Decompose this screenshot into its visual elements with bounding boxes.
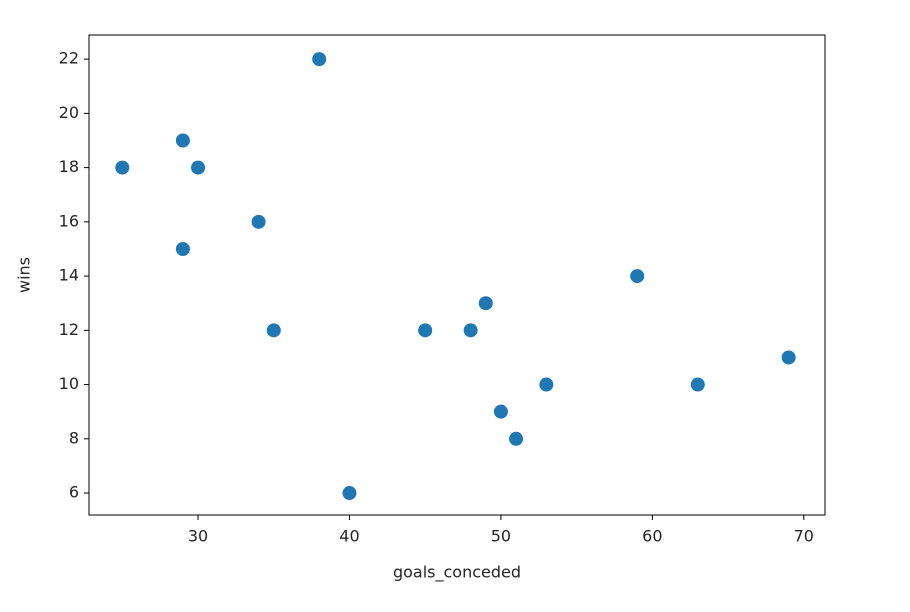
point <box>175 241 190 256</box>
x-tick-label: 70 <box>794 527 814 546</box>
point <box>493 404 508 419</box>
x-tick-label: 50 <box>491 527 511 546</box>
point <box>690 377 705 392</box>
y-tick-label: 18 <box>59 157 79 176</box>
y-tick-label: 20 <box>59 103 79 122</box>
point <box>630 269 645 284</box>
point <box>312 52 327 67</box>
x-tick-label: 60 <box>642 527 662 546</box>
point <box>781 350 796 365</box>
y-axis-label: wins <box>15 257 34 293</box>
point <box>191 160 206 175</box>
point <box>478 296 493 311</box>
x-tick-label: 30 <box>188 527 208 546</box>
point <box>342 486 357 501</box>
point <box>175 133 190 148</box>
x-axis-label: goals_conceded <box>393 563 521 583</box>
y-tick-label: 6 <box>69 483 79 502</box>
y-tick-label: 12 <box>59 320 79 339</box>
point <box>463 323 478 338</box>
point <box>266 323 281 338</box>
y-tick-label: 14 <box>59 266 79 285</box>
point <box>115 160 130 175</box>
y-tick-label: 10 <box>59 374 79 393</box>
x-tick-label: 40 <box>339 527 359 546</box>
y-tick-label: 16 <box>59 211 79 230</box>
y-tick-label: 8 <box>69 428 79 447</box>
plot-frame <box>88 34 826 516</box>
point <box>251 214 266 229</box>
point <box>509 431 524 446</box>
y-tick-label: 22 <box>59 49 79 68</box>
point <box>418 323 433 338</box>
point <box>539 377 554 392</box>
